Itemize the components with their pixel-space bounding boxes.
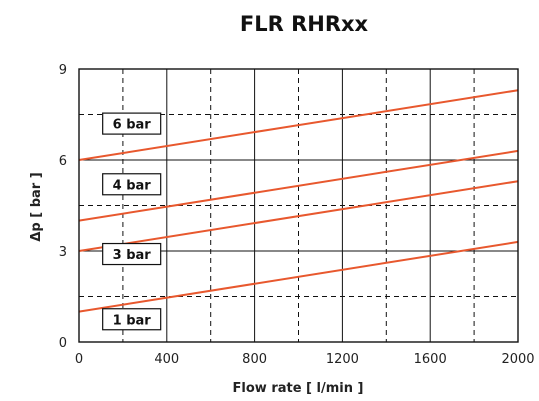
series-label-4-bar: 4 bar — [102, 173, 162, 196]
plot-frame — [78, 68, 519, 343]
chart-title: FLR RHRxx — [240, 12, 369, 36]
series-label-text: 1 bar — [113, 313, 152, 328]
y-tick-label: 0 — [59, 336, 67, 351]
y-tick-label: 6 — [59, 154, 67, 169]
y-tick-label: 9 — [59, 63, 67, 78]
y-axis-label: Δp [ bar ] — [29, 172, 44, 241]
series-lines — [78, 89, 519, 313]
series-label-1-bar: 1 bar — [102, 308, 162, 331]
x-tick-label: 0 — [75, 352, 83, 367]
series-label-box — [102, 173, 162, 196]
x-axis-label: Flow rate [ l/min ] — [233, 381, 364, 396]
series-label-6-bar: 6 bar — [102, 112, 162, 135]
series-label-3-bar: 3 bar — [102, 242, 162, 266]
x-tick-label: 1200 — [326, 352, 359, 367]
series-labels: 1 bar 3 bar 4 bar 6 bar — [102, 112, 162, 331]
series-label-box — [102, 308, 162, 331]
x-axis-ticks: 0 400 800 1200 1600 2000 — [75, 352, 535, 367]
series-line-1-bar — [78, 240, 519, 313]
y-tick-label: 3 — [59, 245, 67, 260]
series-line-3-bar — [78, 180, 519, 252]
x-tick-label: 1600 — [414, 352, 447, 367]
x-tick-label: 400 — [154, 352, 179, 367]
x-tick-label: 2000 — [501, 352, 534, 367]
series-label-box — [102, 242, 162, 266]
series-label-box — [102, 112, 162, 135]
x-tick-label: 800 — [242, 352, 267, 367]
y-axis-ticks: 0 3 6 9 — [59, 63, 67, 351]
series-line-6-bar — [78, 89, 519, 161]
series-label-text: 4 bar — [113, 178, 152, 193]
series-line-4-bar — [78, 149, 519, 222]
series-label-text: 3 bar — [113, 248, 152, 263]
series-label-text: 6 bar — [113, 118, 152, 133]
